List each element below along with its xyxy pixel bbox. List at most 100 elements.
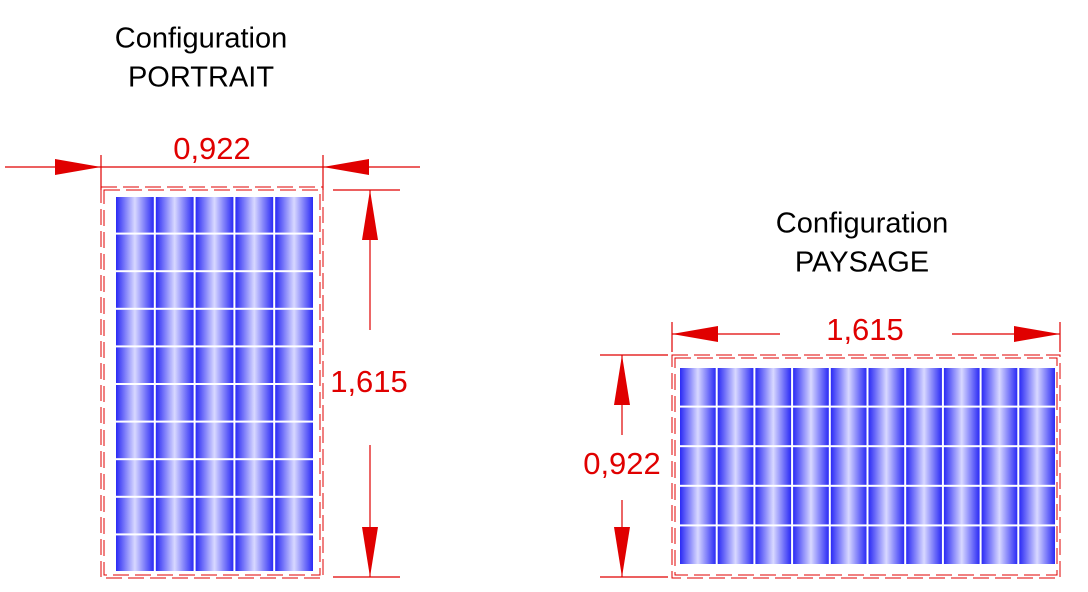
cell bbox=[275, 347, 313, 383]
paysage-width-dimension bbox=[671, 322, 1061, 352]
portrait-panel bbox=[116, 197, 313, 571]
cell bbox=[680, 447, 716, 485]
cell bbox=[235, 497, 274, 534]
paysage-frame-inner bbox=[674, 357, 1058, 576]
cell bbox=[275, 272, 313, 308]
cell bbox=[116, 460, 154, 496]
cell bbox=[868, 447, 905, 485]
cell bbox=[275, 234, 313, 271]
cell bbox=[116, 422, 154, 459]
cell bbox=[155, 234, 194, 271]
cell bbox=[830, 486, 867, 525]
cell bbox=[981, 526, 1018, 564]
cell bbox=[717, 447, 754, 485]
cell bbox=[235, 535, 274, 571]
cell bbox=[195, 460, 234, 496]
cell bbox=[755, 526, 792, 564]
cell bbox=[943, 526, 980, 564]
cell bbox=[155, 535, 194, 571]
cell bbox=[755, 407, 792, 446]
paysage-width-label: 1,615 bbox=[826, 312, 904, 347]
cell bbox=[830, 368, 867, 406]
cell bbox=[116, 197, 154, 233]
cell bbox=[943, 368, 980, 406]
cell bbox=[680, 407, 716, 446]
cell bbox=[235, 309, 274, 346]
cell bbox=[235, 234, 274, 271]
cell bbox=[717, 407, 754, 446]
cell bbox=[1019, 407, 1055, 446]
cell bbox=[755, 368, 792, 406]
cell bbox=[981, 407, 1018, 446]
paysage-title: Configuration bbox=[776, 208, 949, 240]
portrait-height-dimension bbox=[333, 189, 400, 578]
cell bbox=[275, 422, 313, 459]
cell bbox=[195, 385, 234, 421]
cell bbox=[943, 407, 980, 446]
cell bbox=[981, 486, 1018, 525]
portrait-frame-inner bbox=[103, 189, 321, 576]
cell bbox=[830, 526, 867, 564]
cell bbox=[755, 486, 792, 525]
portrait-width-label: 0,922 bbox=[173, 131, 251, 166]
cell bbox=[195, 234, 234, 271]
cell bbox=[906, 526, 942, 564]
cell bbox=[155, 197, 194, 233]
cell bbox=[906, 447, 942, 485]
cell bbox=[116, 347, 154, 383]
portrait-subtitle: PORTRAIT bbox=[128, 62, 274, 94]
cell bbox=[235, 272, 274, 308]
cell bbox=[793, 407, 829, 446]
cell bbox=[195, 535, 234, 571]
portrait-title: Configuration bbox=[115, 23, 288, 55]
cell bbox=[235, 197, 274, 233]
cell bbox=[680, 526, 716, 564]
cell bbox=[830, 447, 867, 485]
cell bbox=[868, 526, 905, 564]
cell bbox=[717, 368, 754, 406]
cell bbox=[235, 460, 274, 496]
paysage-height-dimension bbox=[600, 354, 668, 578]
portrait-width-dimension bbox=[5, 155, 420, 190]
cell bbox=[793, 447, 829, 485]
cell bbox=[981, 368, 1018, 406]
cell bbox=[1019, 368, 1055, 406]
cell bbox=[195, 497, 234, 534]
cell bbox=[680, 368, 716, 406]
cell bbox=[116, 385, 154, 421]
cell bbox=[235, 347, 274, 383]
cell bbox=[155, 497, 194, 534]
paysage-frame bbox=[671, 354, 1061, 579]
cell bbox=[717, 526, 754, 564]
cell bbox=[680, 486, 716, 525]
cell bbox=[155, 460, 194, 496]
cell bbox=[155, 272, 194, 308]
cell bbox=[155, 309, 194, 346]
cell bbox=[275, 385, 313, 421]
cell bbox=[793, 368, 829, 406]
paysage-subtitle: PAYSAGE bbox=[795, 247, 929, 279]
cell bbox=[793, 526, 829, 564]
cell bbox=[116, 234, 154, 271]
cell bbox=[1019, 486, 1055, 525]
cell bbox=[275, 309, 313, 346]
cell bbox=[717, 486, 754, 525]
cell bbox=[155, 385, 194, 421]
cell bbox=[868, 407, 905, 446]
cell bbox=[195, 309, 234, 346]
cell bbox=[793, 486, 829, 525]
cell bbox=[155, 347, 194, 383]
paysage-height-label: 0,922 bbox=[583, 446, 661, 481]
portrait-height-label: 1,615 bbox=[330, 364, 408, 399]
cell bbox=[906, 407, 942, 446]
cell bbox=[195, 347, 234, 383]
cell bbox=[116, 497, 154, 534]
cell bbox=[195, 197, 234, 233]
cell bbox=[116, 535, 154, 571]
cell bbox=[906, 486, 942, 525]
cell bbox=[943, 486, 980, 525]
cell bbox=[868, 486, 905, 525]
cell bbox=[116, 309, 154, 346]
cell bbox=[1019, 447, 1055, 485]
cell bbox=[275, 197, 313, 233]
